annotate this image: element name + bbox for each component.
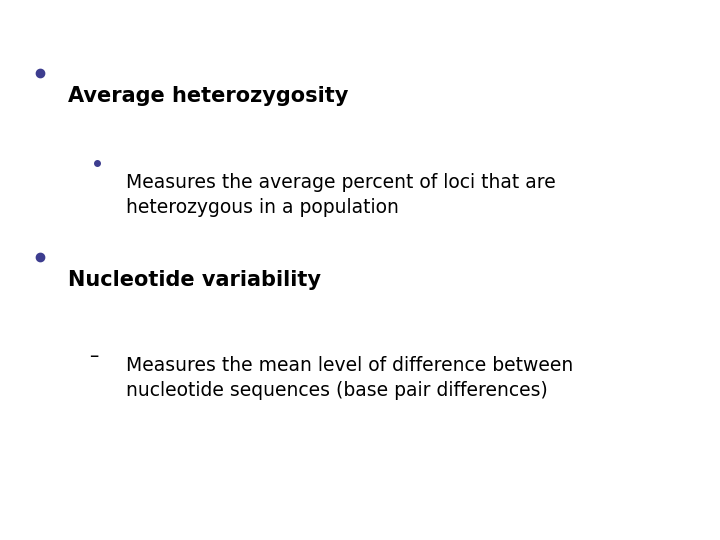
Text: Measures the average percent of loci that are
heterozygous in a population: Measures the average percent of loci tha… [126,173,556,217]
Text: –: – [89,347,98,366]
Text: Nucleotide variability: Nucleotide variability [68,270,321,290]
Text: Measures the mean level of difference between
nucleotide sequences (base pair di: Measures the mean level of difference be… [126,356,573,400]
Text: Average heterozygosity: Average heterozygosity [68,86,348,106]
